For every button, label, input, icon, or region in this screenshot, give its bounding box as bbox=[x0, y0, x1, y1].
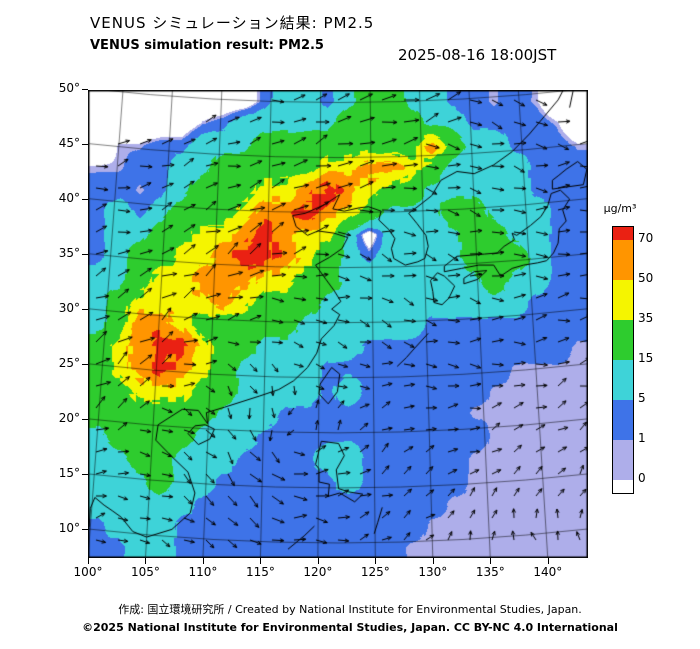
lat-tick-label: 10° bbox=[58, 520, 80, 535]
map-plot-area bbox=[88, 90, 588, 558]
lat-tick-mark bbox=[82, 143, 88, 145]
lat-tick-label: 45° bbox=[58, 135, 80, 150]
colorbar-segment bbox=[613, 440, 633, 480]
lat-tick-label: 40° bbox=[58, 190, 80, 205]
lon-tick-label: 110° bbox=[188, 565, 218, 579]
colorbar-unit-label: µg/m³ bbox=[603, 202, 637, 215]
lat-tick-label: 50° bbox=[58, 80, 80, 95]
colorbar-segment bbox=[613, 240, 633, 280]
colorbar-tick-label: 15 bbox=[638, 351, 654, 365]
lon-tick-label: 120° bbox=[303, 565, 333, 579]
page-title-japanese: VENUS シミュレーション結果: PM2.5 bbox=[90, 14, 375, 32]
lon-tick-mark bbox=[432, 558, 434, 564]
colorbar-segment bbox=[613, 400, 633, 440]
lat-tick-label: 20° bbox=[58, 410, 80, 425]
colorbar-tick-label: 5 bbox=[638, 391, 646, 405]
lat-tick-mark bbox=[82, 528, 88, 530]
lon-tick-mark bbox=[375, 558, 377, 564]
lon-tick-mark bbox=[547, 558, 549, 564]
lon-tick-label: 130° bbox=[418, 565, 448, 579]
colorbar-segment bbox=[613, 227, 633, 240]
lon-tick-label: 125° bbox=[360, 565, 390, 579]
lat-tick-label: 25° bbox=[58, 355, 80, 370]
lat-tick-mark bbox=[82, 473, 88, 475]
lat-tick-mark bbox=[82, 253, 88, 255]
colorbar bbox=[612, 226, 634, 494]
footer-credit: 作成: 国立環境研究所 / Created by National Instit… bbox=[118, 603, 582, 616]
colorbar-tick-label: 70 bbox=[638, 231, 654, 245]
lat-tick-mark bbox=[82, 88, 88, 90]
colorbar-segment bbox=[613, 360, 633, 400]
lat-tick-label: 15° bbox=[58, 465, 80, 480]
lat-tick-label: 30° bbox=[58, 300, 80, 315]
timestamp: 2025-08-16 18:00JST bbox=[398, 46, 557, 64]
colorbar-tick-label: 35 bbox=[638, 311, 654, 325]
colorbar-tick-label: 1 bbox=[638, 431, 646, 445]
map-overlay-canvas bbox=[88, 90, 588, 558]
lat-tick-mark bbox=[82, 308, 88, 310]
page-title-english: VENUS simulation result: PM2.5 bbox=[90, 38, 324, 53]
footer-license: ©2025 National Institute for Environment… bbox=[82, 621, 618, 634]
lat-tick-mark bbox=[82, 198, 88, 200]
colorbar-segment bbox=[613, 320, 633, 360]
lat-tick-label: 35° bbox=[58, 245, 80, 260]
lat-tick-mark bbox=[82, 363, 88, 365]
lon-tick-label: 105° bbox=[131, 565, 160, 579]
lon-tick-label: 135° bbox=[475, 565, 505, 579]
lon-tick-mark bbox=[317, 558, 319, 564]
lon-tick-label: 140° bbox=[533, 565, 563, 579]
colorbar-tick-label: 50 bbox=[638, 271, 654, 285]
lon-tick-mark bbox=[145, 558, 147, 564]
lon-tick-mark bbox=[88, 558, 89, 564]
lon-tick-mark bbox=[490, 558, 492, 564]
lon-tick-label: 115° bbox=[245, 565, 275, 579]
colorbar-segment bbox=[613, 280, 633, 320]
lat-tick-mark bbox=[82, 418, 88, 420]
colorbar-segment bbox=[613, 480, 633, 493]
lon-tick-mark bbox=[260, 558, 262, 564]
colorbar-tick-label: 0 bbox=[638, 471, 646, 485]
lon-tick-label: 100° bbox=[73, 565, 103, 579]
lon-tick-mark bbox=[202, 558, 204, 564]
